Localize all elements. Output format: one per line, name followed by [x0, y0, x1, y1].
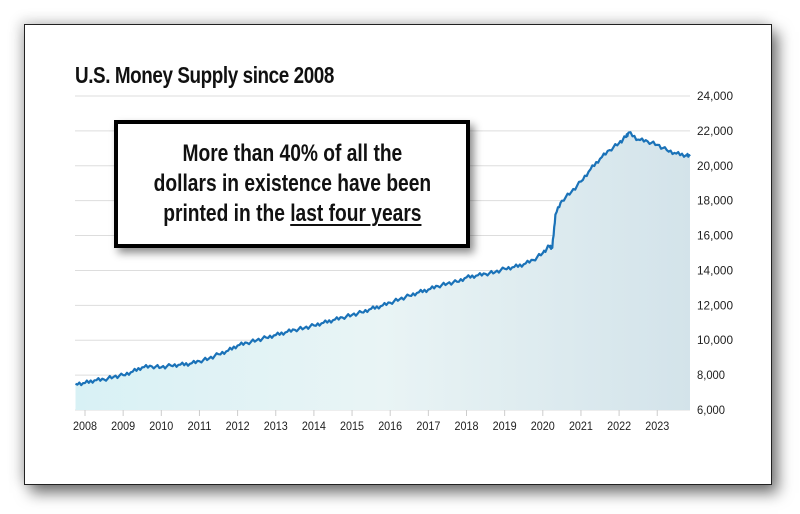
y-tick-label: 14,000	[697, 263, 733, 277]
x-tick-label: 2021	[569, 419, 593, 433]
x-axis-labels: 2008 2009 2010 2011 2012 2013 2014 2015 2016 2017…	[73, 410, 670, 433]
y-tick-label: 12,000	[697, 298, 733, 312]
callout-line-3: printed in the last four years	[163, 199, 421, 229]
x-tick-label: 2019	[493, 419, 517, 433]
x-tick-label: 2017	[416, 419, 440, 433]
x-tick-label: 2010	[149, 419, 173, 433]
callout-line-2: dollars in existence have been	[153, 170, 431, 197]
area-fill	[75, 132, 690, 410]
callout-underlined-text: last four years	[289, 200, 422, 227]
y-tick-label: 8,000	[697, 368, 725, 382]
x-tick-label: 2011	[187, 419, 211, 433]
x-tick-label: 2023	[645, 419, 669, 433]
money-supply-line	[75, 131, 691, 387]
x-tick-label: 2008	[73, 419, 97, 433]
y-tick-label: 10,000	[697, 333, 733, 347]
chart-title: U.S. Money Supply since 2008	[75, 62, 334, 88]
x-tick-label: 2018	[455, 419, 479, 433]
x-tick-label: 2022	[607, 419, 631, 433]
x-tick-label: 2014	[302, 419, 326, 433]
x-tick-label: 2009	[111, 419, 135, 433]
callout-line-1: More than 40% of all the	[182, 140, 402, 167]
x-tick-label: 2015	[340, 419, 364, 433]
y-tick-label: 18,000	[697, 194, 733, 208]
callout-line-3-prefix: printed in the	[162, 200, 290, 227]
x-tick-label: 2020	[531, 419, 555, 433]
x-tick-label: 2013	[264, 419, 288, 433]
y-tick-label: 16,000	[697, 229, 733, 243]
y-tick-label: 24,000	[697, 89, 733, 103]
y-tick-label: 6,000	[697, 403, 725, 417]
y-tick-label: 22,000	[697, 124, 733, 138]
y-tick-label: 20,000	[697, 159, 733, 173]
annotation-callout: More than 40% of all the dollars in exis…	[114, 120, 470, 248]
x-tick-label: 2012	[226, 419, 250, 433]
x-tick-label: 2016	[378, 419, 402, 433]
y-axis-labels: 6,000 8,000 10,000 12,000 14,000 16,000 18,000…	[697, 89, 733, 417]
